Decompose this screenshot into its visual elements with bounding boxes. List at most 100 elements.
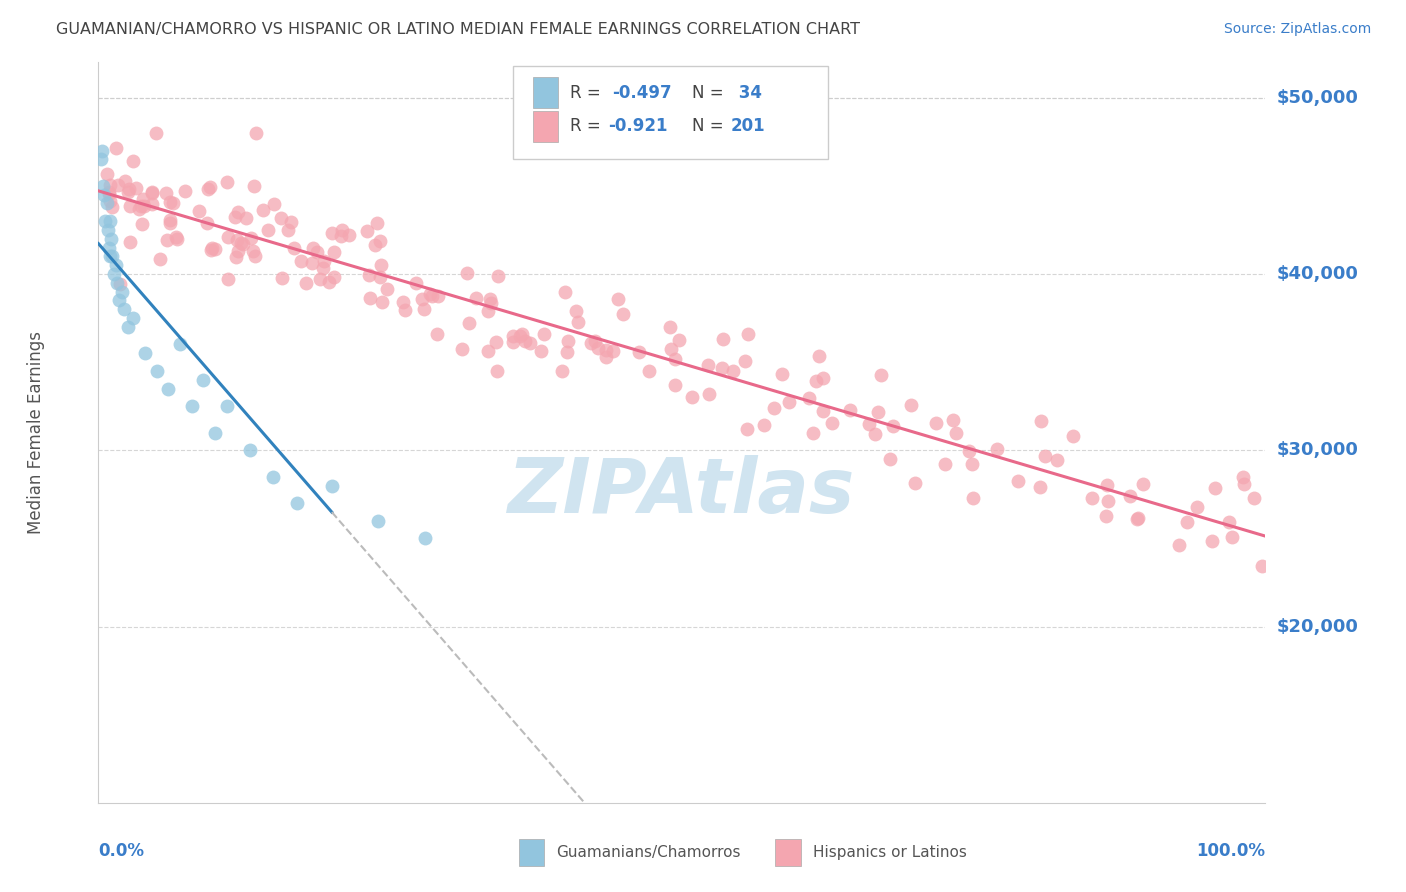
Point <box>962 457 984 471</box>
Text: R =: R = <box>569 117 606 135</box>
Point <box>668 333 690 347</box>
Point <box>330 223 353 237</box>
Bar <box>533 111 558 142</box>
Point <box>986 442 1008 457</box>
Point <box>1167 538 1189 552</box>
Point <box>262 469 284 483</box>
Point <box>280 215 302 229</box>
Point <box>364 238 387 252</box>
Point <box>98 249 121 263</box>
Point <box>762 401 785 416</box>
Text: N =: N = <box>692 84 730 102</box>
Point <box>1175 515 1198 529</box>
Point <box>118 182 141 196</box>
Point <box>309 271 332 285</box>
Point <box>371 295 394 310</box>
Point <box>107 178 129 192</box>
Point <box>519 335 541 350</box>
Text: $30,000: $30,000 <box>1277 442 1358 459</box>
Point <box>945 425 967 440</box>
Point <box>479 292 502 306</box>
Point <box>737 422 759 436</box>
Point <box>105 140 128 154</box>
Point <box>132 199 155 213</box>
Point <box>1046 452 1069 467</box>
Point <box>723 363 745 377</box>
Point <box>1132 477 1154 491</box>
Point <box>370 258 392 272</box>
Point <box>90 153 112 167</box>
Point <box>318 276 340 290</box>
Point <box>91 178 114 193</box>
Point <box>697 358 720 372</box>
Point <box>159 213 181 227</box>
Point <box>155 186 177 200</box>
Point <box>277 223 299 237</box>
Point <box>187 203 209 218</box>
Point <box>368 234 391 248</box>
Point <box>118 199 141 213</box>
Point <box>595 343 617 357</box>
Point <box>337 228 360 243</box>
Point <box>530 344 553 359</box>
Point <box>1243 491 1265 506</box>
Point <box>579 335 602 350</box>
Point <box>1232 470 1254 484</box>
Point <box>193 373 215 387</box>
Point <box>283 241 305 255</box>
Point <box>451 342 474 356</box>
Point <box>515 334 537 349</box>
Point <box>1204 481 1226 495</box>
Point <box>811 370 834 384</box>
Point <box>90 144 112 158</box>
Point <box>1126 511 1149 525</box>
Point <box>302 241 325 255</box>
Point <box>114 174 136 188</box>
Point <box>664 378 686 392</box>
Point <box>567 315 589 329</box>
Point <box>752 418 775 433</box>
Point <box>224 250 246 264</box>
Point <box>117 185 139 199</box>
Point <box>1081 491 1104 505</box>
Point <box>204 242 226 256</box>
Point <box>108 293 131 308</box>
Point <box>149 252 172 266</box>
Point <box>173 184 195 198</box>
Point <box>1119 489 1142 503</box>
Point <box>226 205 249 219</box>
Point <box>1029 413 1052 427</box>
Point <box>360 291 382 305</box>
Point <box>235 211 257 225</box>
Text: $50,000: $50,000 <box>1277 88 1358 107</box>
Point <box>770 367 793 381</box>
Point <box>799 392 821 406</box>
Point <box>112 302 135 317</box>
Bar <box>775 839 801 866</box>
Point <box>98 194 121 209</box>
Point <box>1095 509 1118 524</box>
Point <box>239 443 262 458</box>
Point <box>1095 477 1118 491</box>
Point <box>322 270 344 285</box>
Text: Source: ZipAtlas.com: Source: ZipAtlas.com <box>1223 22 1371 37</box>
Point <box>295 276 318 290</box>
Point <box>301 255 323 269</box>
Point <box>801 425 824 440</box>
Point <box>94 214 117 228</box>
Point <box>710 360 733 375</box>
Point <box>159 215 181 229</box>
Point <box>271 270 294 285</box>
Point <box>226 244 249 258</box>
Point <box>256 223 278 237</box>
Point <box>485 364 508 378</box>
Point <box>321 478 343 492</box>
Point <box>486 268 509 283</box>
Point <box>465 291 488 305</box>
Point <box>607 292 630 306</box>
Point <box>502 334 524 349</box>
Point <box>121 154 143 169</box>
Point <box>1218 515 1240 529</box>
Point <box>858 417 880 431</box>
Point <box>97 187 120 202</box>
